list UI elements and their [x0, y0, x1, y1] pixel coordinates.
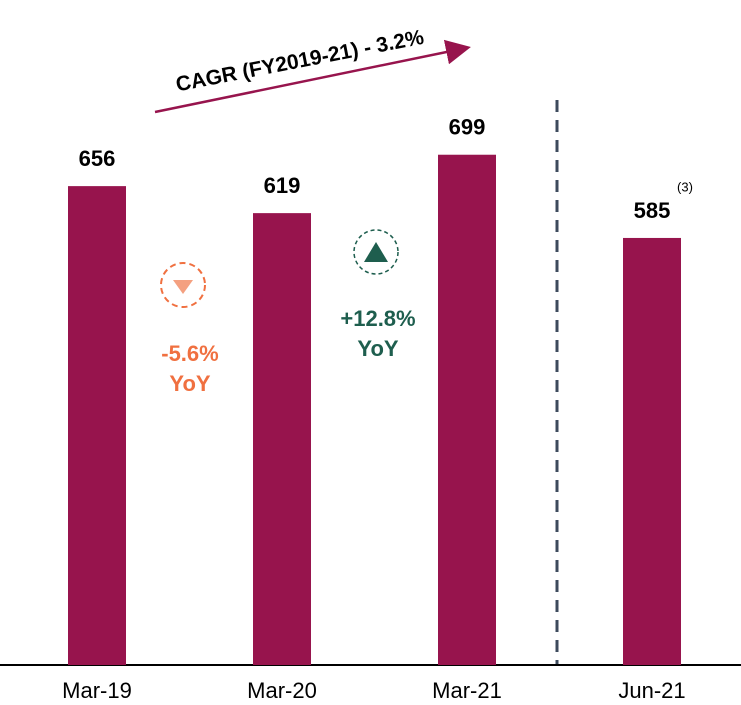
value-label: 619: [264, 173, 301, 198]
bar: [253, 213, 311, 665]
growth-label: +12.8%: [340, 306, 415, 331]
cagr-label: CAGR (FY2019-21) - 3.2%: [174, 26, 426, 97]
value-label: 699: [449, 115, 486, 140]
decline-arrow: [173, 280, 193, 294]
footnote: (3): [677, 179, 693, 194]
value-label: 585: [634, 198, 671, 223]
x-tick-label: Mar-19: [62, 678, 132, 703]
x-tick-label: Mar-20: [247, 678, 317, 703]
bar: [438, 154, 496, 666]
x-tick-label: Mar-21: [432, 678, 502, 703]
bar: [68, 186, 126, 665]
growth-label: YoY: [357, 336, 398, 361]
decline-icon: [160, 262, 206, 308]
bar: [623, 237, 681, 665]
decline-label: YoY: [169, 371, 210, 396]
cagr-arrow: [154, 39, 471, 114]
value-label: 656: [79, 146, 116, 171]
growth-icon: [353, 229, 399, 275]
x-tick-label: Jun-21: [618, 678, 685, 703]
decline-label: -5.6%: [161, 341, 218, 366]
growth-arrow: [364, 242, 388, 262]
